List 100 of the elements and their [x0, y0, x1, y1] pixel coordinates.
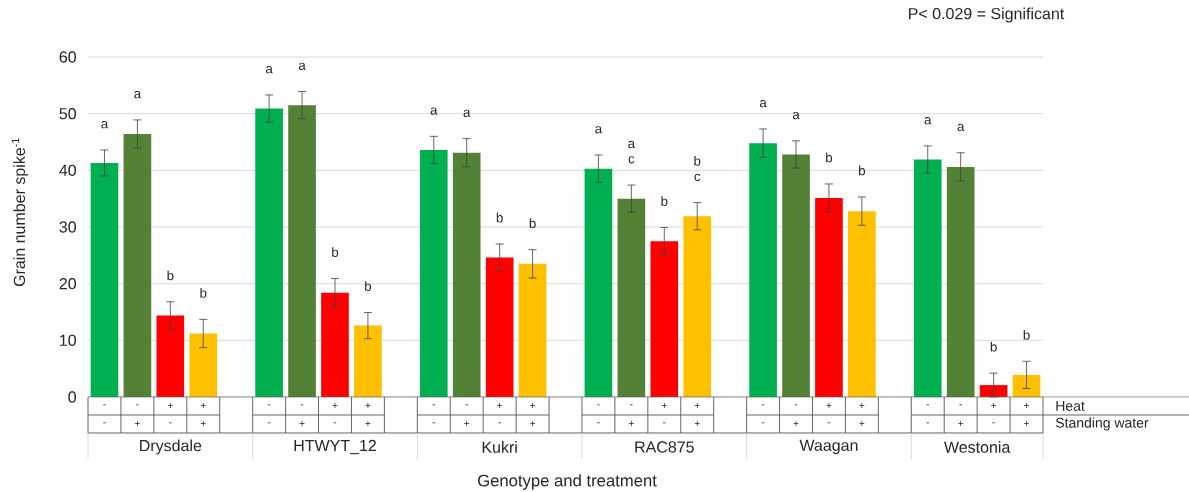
bar	[90, 162, 119, 397]
data-label: a	[595, 126, 603, 134]
text: +	[859, 403, 865, 408]
text: -	[827, 422, 831, 424]
bar	[617, 198, 646, 397]
y-tick-label: 60	[59, 51, 77, 63]
data-label: a	[134, 91, 142, 99]
bar	[321, 292, 349, 397]
x-axis-title: Genotype and treatment	[478, 474, 657, 490]
text: +	[793, 421, 799, 426]
data-label: b	[365, 281, 372, 291]
text: -	[333, 422, 337, 424]
text: -	[597, 422, 600, 424]
bar	[419, 149, 448, 397]
data-label: a	[430, 107, 438, 115]
text: +	[365, 421, 371, 426]
y-tick-label: 50	[59, 108, 77, 120]
text: +	[661, 403, 667, 408]
text: -	[761, 422, 765, 424]
text: +	[1024, 403, 1029, 408]
text: +	[530, 403, 536, 408]
data-label: b c	[694, 155, 701, 182]
data-label: a	[924, 117, 932, 125]
text: +	[991, 403, 997, 408]
data-label: b	[859, 165, 866, 176]
bar	[255, 108, 283, 397]
bar	[189, 333, 218, 397]
data-label: a	[957, 123, 965, 132]
y-tick-label: 0	[68, 391, 77, 403]
text: P< 0.029 = Significant	[909, 7, 1065, 23]
data-label: b	[990, 341, 997, 352]
text: -	[103, 422, 106, 424]
data-label: a	[792, 111, 800, 120]
bar	[1012, 374, 1041, 397]
x-tick-label: Kukri	[482, 441, 517, 453]
text: -	[992, 422, 995, 424]
text: -	[926, 422, 929, 424]
text: -	[432, 422, 436, 424]
bar	[354, 325, 382, 397]
text: +	[530, 421, 536, 426]
data-label: b	[826, 152, 833, 163]
bar	[452, 152, 481, 397]
bar	[683, 216, 712, 397]
text: -	[761, 404, 765, 406]
y-tick-label: 20	[59, 278, 77, 290]
text: -	[300, 404, 304, 406]
data-label: b	[529, 218, 536, 229]
y-axis-title: Grain number spike$^{-1}$	[11, 138, 29, 287]
text: +	[200, 403, 206, 408]
text: -	[103, 404, 106, 406]
text: +	[826, 403, 832, 408]
text: -	[169, 422, 172, 424]
text: +	[332, 403, 338, 408]
data-label: b	[167, 270, 174, 281]
bar	[584, 168, 613, 397]
x-tick-label: HTWYT_12	[294, 439, 376, 455]
bar	[946, 166, 975, 397]
data-label: a	[265, 66, 273, 74]
text: -	[597, 404, 600, 406]
bar	[288, 105, 316, 397]
text: +	[167, 403, 173, 408]
text: +	[299, 421, 305, 426]
data-label: a	[759, 100, 767, 108]
data-label: a	[298, 62, 306, 70]
bar	[650, 241, 679, 397]
text: +	[628, 421, 634, 426]
bar	[913, 159, 942, 397]
text: +	[859, 421, 865, 426]
y-tick-label: 10	[60, 334, 77, 346]
data-label: a	[463, 109, 471, 117]
bar	[782, 154, 810, 397]
text: -	[267, 422, 271, 424]
text: +	[694, 403, 700, 408]
text: +	[1024, 421, 1029, 426]
text: -	[136, 404, 139, 406]
text: -	[794, 404, 798, 406]
data-label: b	[332, 247, 339, 257]
text: Standing water	[1055, 417, 1149, 431]
bar	[123, 134, 152, 397]
text: -	[465, 404, 468, 406]
text: +	[365, 403, 371, 408]
x-tick-label: Drysdale	[140, 439, 202, 455]
x-tick-label: Westonia	[943, 441, 1011, 453]
bar	[485, 257, 514, 397]
text: -	[432, 404, 436, 406]
text: +	[497, 403, 503, 408]
data-label: a	[101, 121, 109, 129]
text: +	[958, 421, 964, 426]
text: -	[630, 404, 633, 406]
data-label: b	[661, 196, 668, 206]
text: +	[694, 421, 700, 426]
text: +	[200, 421, 206, 426]
text: -	[663, 422, 666, 424]
data-label: b	[496, 212, 503, 223]
text: -	[926, 404, 929, 406]
text: Heat	[1056, 401, 1085, 411]
x-tick-label: Waagan	[799, 439, 858, 455]
text: +	[464, 421, 470, 426]
data-label: b	[1023, 329, 1030, 340]
x-tick-label: RAC875	[635, 441, 694, 453]
